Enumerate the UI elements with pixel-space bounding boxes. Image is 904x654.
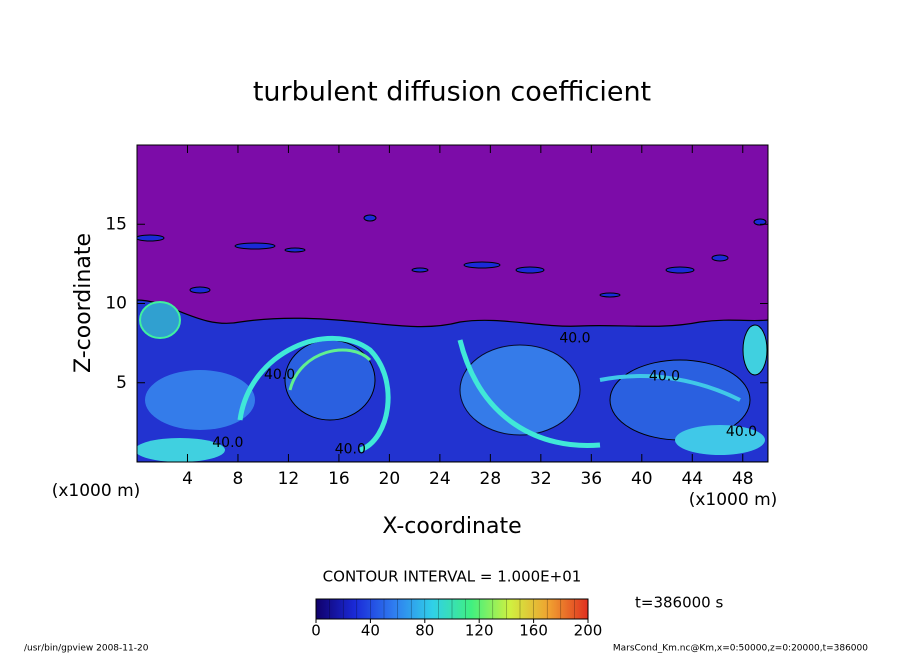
eddy: [137, 438, 225, 462]
eddy: [139, 301, 181, 339]
x-tick-label: 16: [328, 469, 350, 489]
colorbar-tick-label: 80: [415, 622, 434, 640]
eddy: [742, 324, 768, 376]
x-tick-label: 28: [480, 469, 502, 489]
turbulent-layer: [137, 299, 768, 462]
x-tick-label: 36: [580, 469, 602, 489]
colorbar-tick-label: 120: [465, 622, 494, 640]
colorbar-tick-label: 160: [519, 622, 548, 640]
x-tick-label: 44: [681, 469, 703, 489]
contour-label: 40.0: [649, 368, 680, 384]
contour-label: 40.0: [212, 435, 243, 451]
y-tick-label: 15: [105, 214, 127, 234]
eddy-arm: [237, 335, 391, 453]
eddy-arm: [599, 374, 741, 402]
contour-interval: CONTOUR INTERVAL = 1.000E+01: [323, 568, 582, 586]
colorbar-tick-label: 200: [574, 622, 603, 640]
x-tick-label: 40: [631, 469, 653, 489]
colorbar-tick-label: 40: [361, 622, 380, 640]
y-axis-label: Z-coordinate: [71, 233, 96, 373]
contour-label: 40.0: [559, 330, 590, 346]
contour-label: 40.0: [264, 367, 295, 383]
y-tick-label: 5: [116, 373, 127, 393]
x-tick-label: 12: [278, 469, 300, 489]
footer-left: /usr/bin/gpview 2008-11-20: [24, 644, 149, 654]
x-tick-label: 8: [233, 469, 244, 489]
contour-label: 40.0: [335, 441, 366, 457]
x-tick-label: 24: [429, 469, 451, 489]
x-tick-label: 32: [530, 469, 552, 489]
x-tick-label: 48: [732, 469, 754, 489]
eddy-arm: [457, 339, 601, 449]
eddy: [675, 425, 765, 455]
x-axis-label: X-coordinate: [382, 514, 521, 539]
x-unit: (x1000 m): [52, 481, 141, 501]
eddy-arm: [288, 348, 372, 391]
eddy: [459, 344, 581, 436]
field: [137, 145, 768, 462]
footer-right: MarsCond_Km.nc@Km,x=0:50000,z=0:20000,t=…: [613, 644, 868, 654]
contour-label: 40.0: [726, 424, 757, 440]
colorbar-tick-label: 0: [311, 622, 321, 640]
x-tick-label: 20: [379, 469, 401, 489]
x-tick-label: 4: [182, 469, 193, 489]
eddy: [145, 370, 255, 430]
y-unit: (x1000 m): [689, 490, 778, 510]
chart-title: turbulent diffusion coefficient: [253, 77, 651, 108]
y-tick-label: 10: [105, 294, 127, 314]
upper-patches: [137, 214, 767, 298]
time-label: t=386000 s: [635, 594, 723, 612]
